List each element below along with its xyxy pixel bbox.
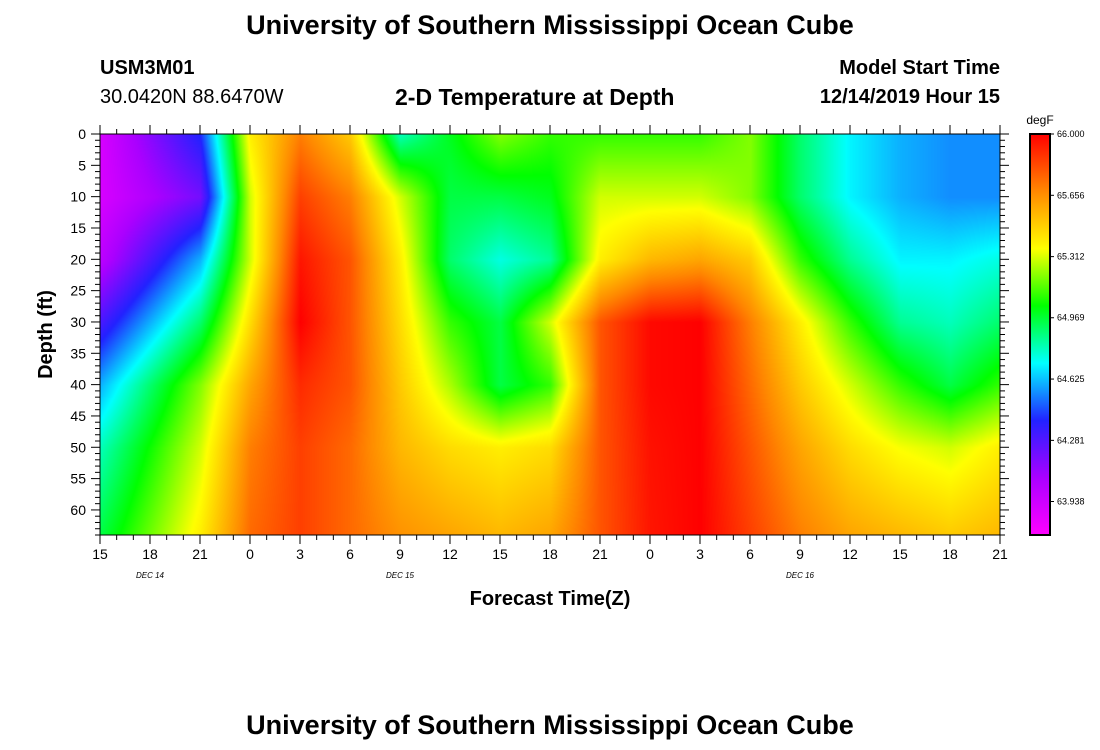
- colorbar-label: 65.312: [1057, 252, 1085, 262]
- x-tick-label: 15: [492, 546, 508, 562]
- colorbar-gradient: [1029, 133, 1051, 536]
- y-tick-label: 45: [70, 408, 86, 424]
- x-tick-label: 12: [442, 546, 458, 562]
- y-tick-label: 55: [70, 471, 86, 487]
- x-tick-label: 18: [942, 546, 958, 562]
- x-tick-label: 9: [796, 546, 804, 562]
- y-tick-label: 20: [70, 251, 86, 267]
- y-tick-label: 15: [70, 220, 86, 236]
- y-tick-label: 25: [70, 283, 86, 299]
- y-tick-label: 40: [70, 377, 86, 393]
- x-tick-label: 21: [992, 546, 1008, 562]
- y-axis: 0 5 10 15 20 25 30 35 40 45 50 55 60: [70, 126, 1009, 536]
- x-tick-label: 15: [892, 546, 908, 562]
- colorbar-label: 65.656: [1057, 190, 1085, 200]
- colorbar-label: 66.000: [1057, 129, 1085, 139]
- y-tick-label: 30: [70, 314, 86, 330]
- x-axis-title: Forecast Time(Z): [470, 588, 631, 610]
- y-tick-label: 10: [70, 189, 86, 205]
- station-coords: 30.0420N 88.6470W: [100, 86, 284, 108]
- x-tick-label: 9: [396, 546, 404, 562]
- y-tick-label: 60: [70, 502, 86, 518]
- x-tick-label: 0: [246, 546, 254, 562]
- colorbar-label: 64.281: [1057, 435, 1085, 445]
- x-tick-label: 3: [696, 546, 704, 562]
- x-tick-label: 21: [192, 546, 208, 562]
- x-tick-label: 12: [842, 546, 858, 562]
- x-tick-label: 0: [646, 546, 654, 562]
- station-id: USM3M01: [100, 57, 195, 79]
- y-tick-label: 0: [78, 126, 86, 142]
- model-start-value: 12/14/2019 Hour 15: [819, 86, 1000, 108]
- x-tick-label: 18: [542, 546, 558, 562]
- colorbar-label: 64.625: [1057, 374, 1085, 384]
- top-title: University of Southern Mississippi Ocean…: [246, 10, 854, 40]
- x-date-label: DEC 14: [136, 571, 165, 580]
- x-tick-label: 15: [92, 546, 108, 562]
- y-axis-title: Depth (ft): [35, 290, 57, 379]
- colorbar: 66.000 65.656 65.312 64.969 64.625 64.281 63.9…: [1029, 129, 1085, 536]
- y-tick-label: 35: [70, 345, 86, 361]
- x-date-label: DEC 16: [786, 571, 815, 580]
- y-tick-label: 50: [70, 439, 86, 455]
- colorbar-label: 63.938: [1057, 496, 1085, 506]
- x-tick-label: 3: [296, 546, 304, 562]
- x-tick-label: 18: [142, 546, 158, 562]
- heatmap-field: [100, 134, 1000, 535]
- x-date-label: DEC 15: [386, 571, 415, 580]
- x-tick-label: 6: [346, 546, 354, 562]
- y-tick-label: 5: [78, 157, 86, 173]
- x-tick-label: 6: [746, 546, 754, 562]
- colorbar-label: 64.969: [1057, 313, 1085, 323]
- bottom-title: University of Southern Mississippi Ocean…: [246, 710, 854, 740]
- model-start-label: Model Start Time: [839, 57, 1000, 79]
- x-tick-label: 21: [592, 546, 608, 562]
- x-axis: 15 18 21 0 3 6 9 12 15 18 21 0 3 6 9 12 15 18 21 DEC 14 DEC …: [92, 125, 1008, 580]
- colorbar-unit: degF: [1026, 113, 1053, 127]
- plot-title: 2-D Temperature at Depth: [395, 84, 675, 110]
